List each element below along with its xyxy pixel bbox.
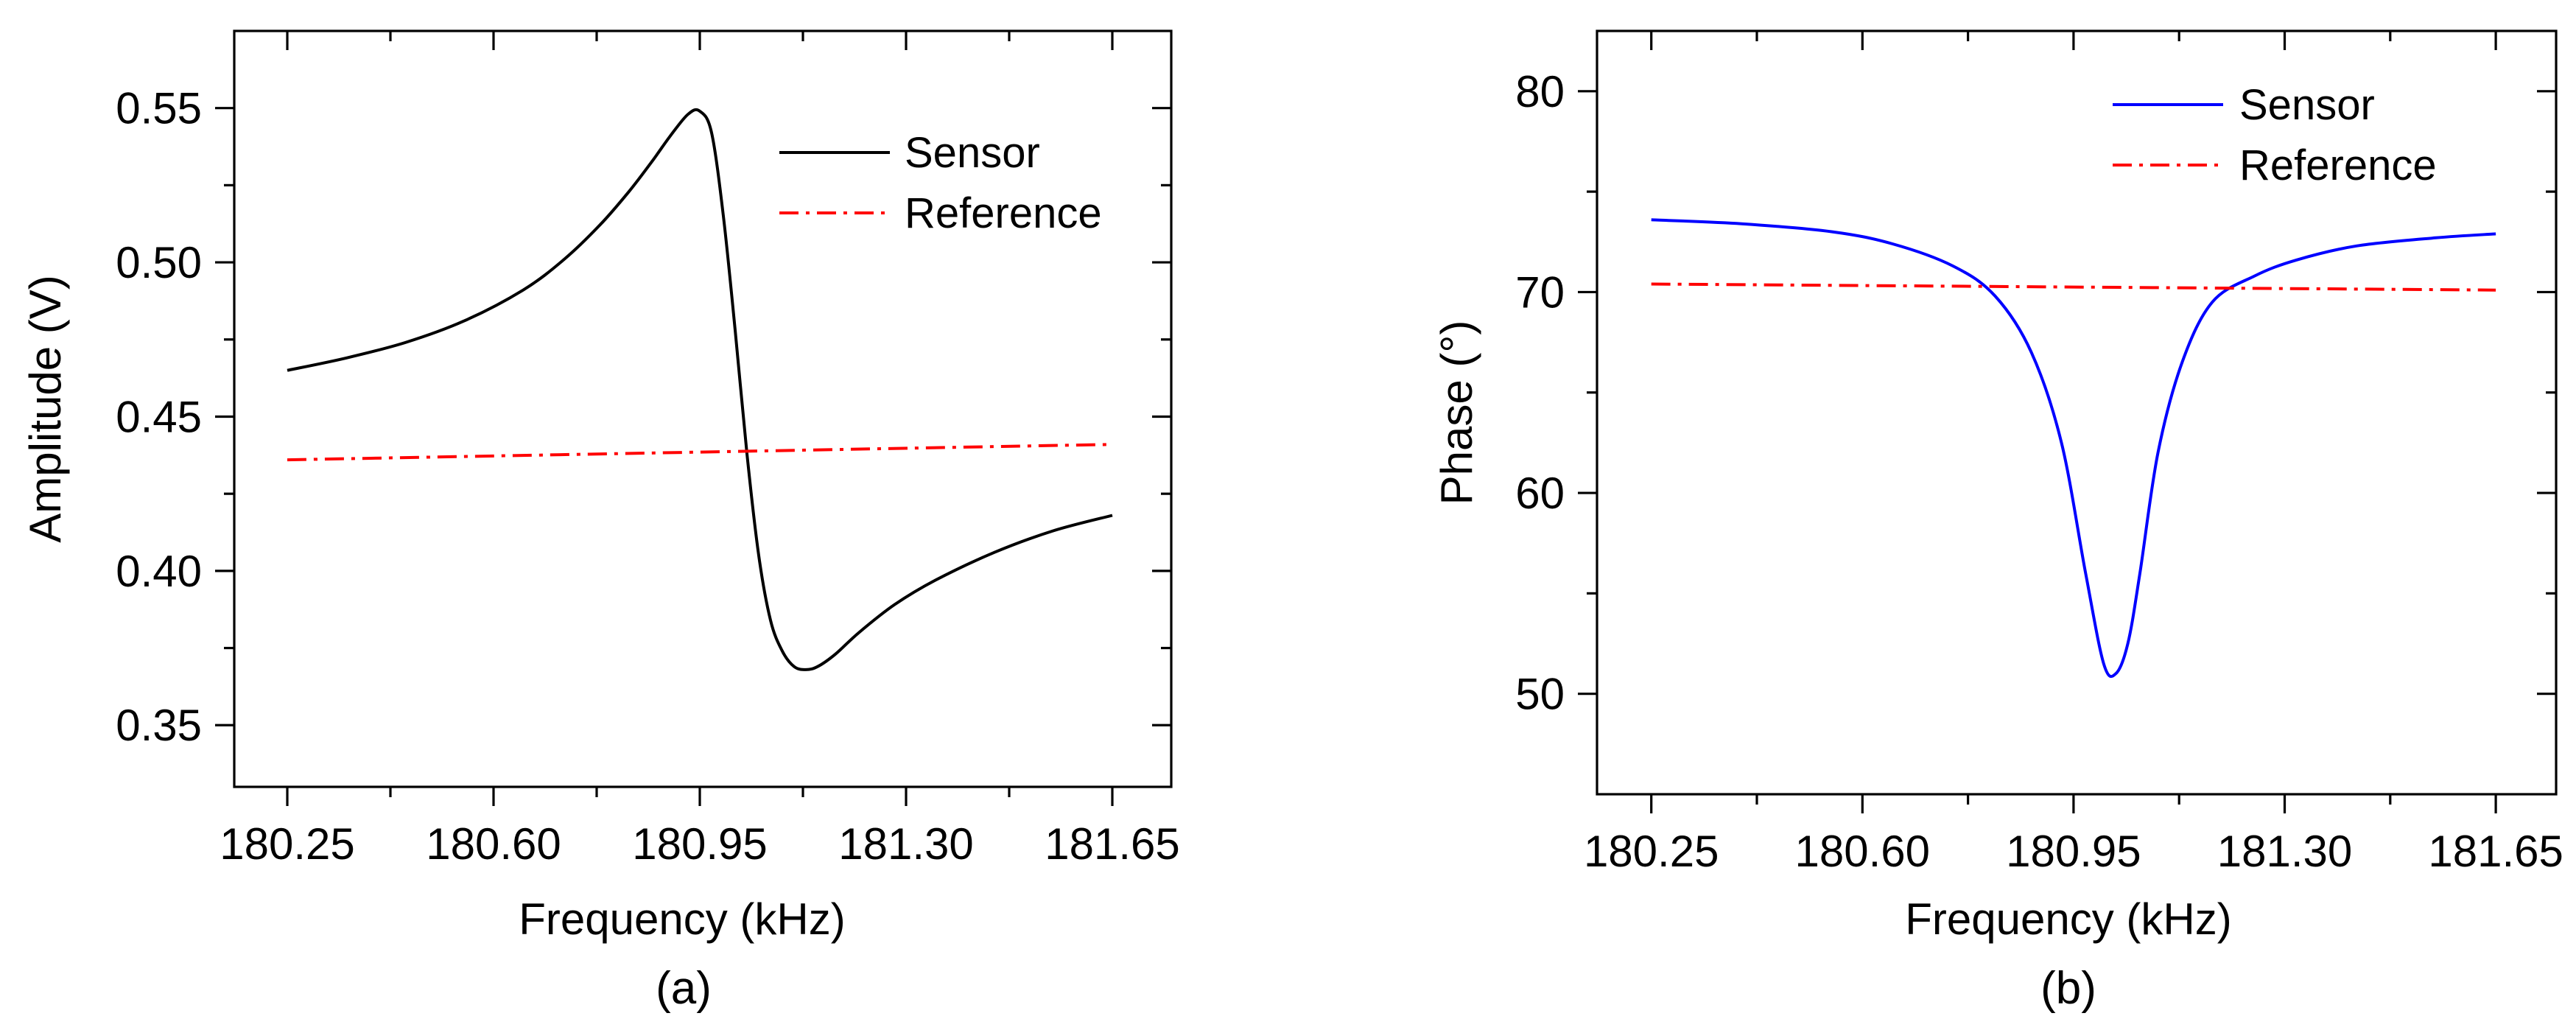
x-axis-title: Frequency (kHz) xyxy=(519,894,845,944)
x-tick-label: 181.65 xyxy=(2428,827,2563,876)
x-tick-label: 181.30 xyxy=(838,819,974,869)
x-tick-label: 181.65 xyxy=(1045,819,1180,869)
y-tick-label: 0.55 xyxy=(116,84,202,133)
x-tick-label: 181.30 xyxy=(2217,827,2353,876)
legend: Sensor Reference xyxy=(2113,81,2437,189)
x-axis-title: Frequency (kHz) xyxy=(1905,894,2231,944)
chart-panel-phase: 180.25 180.60 180.95 181.30 181.65 50607080 … xyxy=(1432,29,2563,1014)
x-tick-label: 180.25 xyxy=(1584,827,1719,876)
x-tick-label: 180.95 xyxy=(2006,827,2141,876)
series-line-reference xyxy=(287,443,1113,462)
tick-marks xyxy=(215,31,1171,806)
chart-panel-amplitude: 180.25 180.60 180.95 181.30 181.65 0.350.400… xyxy=(21,29,1180,1014)
y-tick-label: 80 xyxy=(1515,67,1565,116)
legend-label-reference: Reference xyxy=(905,189,1102,237)
y-axis-title: Phase (°) xyxy=(1432,320,1481,505)
series-line-sensor xyxy=(1651,218,2496,679)
y-tick-label: 0.50 xyxy=(116,238,202,287)
panel-label: (a) xyxy=(656,963,712,1014)
x-tick-label: 180.95 xyxy=(632,819,768,869)
panel-label: (b) xyxy=(2040,963,2096,1014)
x-tick-labels: 180.25 180.60 180.95 181.30 181.65 xyxy=(220,819,1180,869)
y-tick-label: 0.45 xyxy=(116,392,202,441)
y-tick-label: 50 xyxy=(1515,670,1565,719)
x-tick-label: 180.25 xyxy=(220,819,355,869)
series-line-reference xyxy=(1651,282,2496,292)
series-group xyxy=(1651,218,2496,679)
y-tick-labels: 50 60 70 80 xyxy=(1515,67,1565,719)
tick-marks xyxy=(1578,31,2556,813)
plot-frame xyxy=(233,29,1173,788)
x-tick-label: 180.60 xyxy=(426,819,561,869)
legend-label-reference: Reference xyxy=(2239,141,2437,189)
y-tick-label: 70 xyxy=(1515,267,1565,317)
y-tick-label: 60 xyxy=(1515,469,1565,518)
series-group xyxy=(287,108,1113,671)
x-tick-labels: 180.25 180.60 180.95 181.30 181.65 xyxy=(1584,827,2563,876)
series-line-sensor xyxy=(287,108,1113,671)
legend-label-sensor: Sensor xyxy=(905,129,1040,177)
legend-label-sensor: Sensor xyxy=(2239,81,2375,129)
plot-frame xyxy=(1596,29,2558,796)
y-tick-label: 0.35 xyxy=(116,701,202,750)
legend: Sensor Reference xyxy=(779,129,1102,237)
x-tick-label: 180.60 xyxy=(1795,827,1931,876)
y-axis-title: Amplitude (V) xyxy=(21,275,70,542)
y-tick-labels: 0.35 0.40 0.45 0.50 0.55 xyxy=(116,84,202,751)
y-tick-label: 0.40 xyxy=(116,547,202,596)
